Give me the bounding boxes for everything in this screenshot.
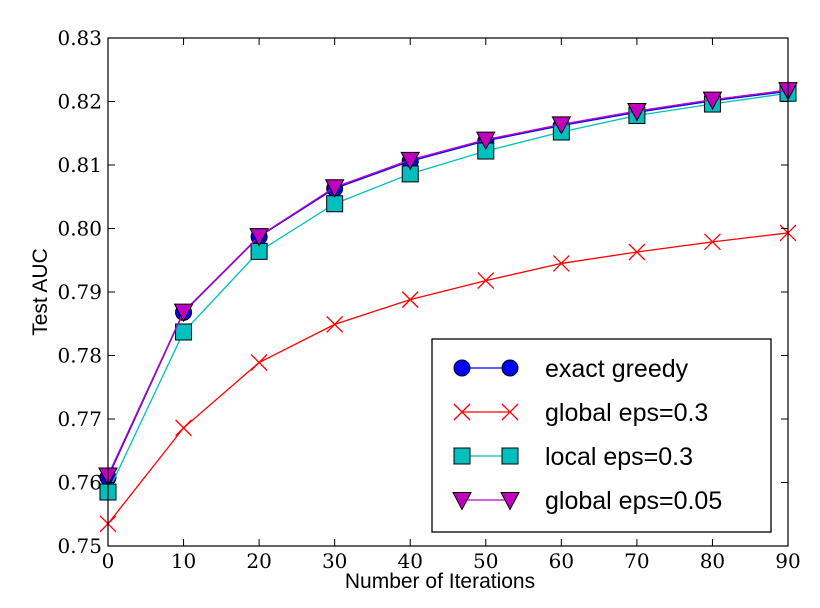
data-point bbox=[551, 116, 572, 135]
y-tick-label: 0.83 bbox=[57, 26, 102, 50]
data-point bbox=[173, 303, 194, 323]
legend-entry-global-eps-0-3: global eps=0.3 bbox=[453, 399, 708, 427]
data-point bbox=[326, 195, 344, 213]
data-point bbox=[401, 291, 419, 309]
data-point bbox=[703, 233, 721, 251]
y-tick-label: 0.78 bbox=[57, 344, 102, 368]
legend: exact greedy global eps=0.3 local eps=0.3 g… bbox=[431, 338, 772, 533]
series-line bbox=[107, 89, 789, 476]
legend-marker-start bbox=[453, 403, 471, 421]
series-global-eps-0-3 bbox=[99, 224, 797, 533]
series-global-eps-0-05 bbox=[98, 82, 798, 487]
y-axis-label: Test AUC bbox=[29, 248, 52, 336]
x-tick-label: 40 bbox=[397, 549, 422, 573]
x-tick-label: 60 bbox=[549, 549, 574, 573]
y-tick-label: 0.79 bbox=[57, 280, 102, 304]
data-point bbox=[552, 254, 570, 272]
x-tick-label: 20 bbox=[246, 549, 271, 573]
legend-marker-start bbox=[453, 447, 471, 465]
legend-entry-global-eps-0-05: global eps=0.05 bbox=[452, 487, 722, 515]
data-point bbox=[627, 103, 647, 122]
legend-marker-start bbox=[452, 492, 472, 511]
data-point bbox=[400, 151, 421, 171]
y-tick-label: 0.81 bbox=[57, 153, 102, 177]
y-tick-label: 0.75 bbox=[57, 534, 102, 558]
data-point bbox=[175, 323, 193, 341]
data-point bbox=[477, 272, 495, 290]
x-tick-label: 90 bbox=[775, 549, 800, 573]
data-point bbox=[175, 419, 193, 437]
legend-label: global eps=0.3 bbox=[545, 399, 708, 427]
legend-marker-start bbox=[453, 359, 471, 377]
series-line bbox=[107, 92, 789, 493]
series-line bbox=[107, 232, 789, 525]
y-tick-label: 0.80 bbox=[57, 217, 102, 241]
legend-marker-end bbox=[501, 403, 519, 421]
x-tick-label: 70 bbox=[624, 549, 649, 573]
x-tick-label: 10 bbox=[171, 549, 196, 573]
y-tick-label: 0.77 bbox=[57, 407, 102, 431]
data-point bbox=[628, 243, 646, 261]
x-tick-label: 0 bbox=[102, 549, 115, 573]
y-tick-label: 0.76 bbox=[57, 471, 102, 495]
plot-area-frame bbox=[107, 37, 789, 547]
data-point bbox=[326, 315, 344, 333]
legend-label: local eps=0.3 bbox=[545, 443, 693, 471]
data-point bbox=[324, 179, 345, 198]
x-tick-label: 30 bbox=[322, 549, 347, 573]
x-tick-label: 50 bbox=[473, 549, 498, 573]
legend-marker-end bbox=[500, 492, 520, 511]
legend-label: global eps=0.05 bbox=[545, 487, 722, 515]
tick-layer: 0 10 20 30 40 50 60 70 80 90 0.75 0.76 0.77 0.78 0.79 0… bbox=[57, 26, 800, 573]
y-tick-label: 0.82 bbox=[57, 90, 102, 114]
data-point bbox=[250, 354, 268, 371]
x-tick-label: 80 bbox=[700, 549, 725, 573]
legend-entry-exact-greedy: exact greedy bbox=[453, 355, 689, 383]
data-point bbox=[702, 91, 723, 111]
legend-entry-local-eps-0-3: local eps=0.3 bbox=[453, 443, 693, 471]
legend-marker-end bbox=[501, 447, 519, 465]
x-axis-label: Number of Iterations bbox=[345, 570, 535, 593]
data-point bbox=[475, 131, 496, 151]
legend-marker-end bbox=[501, 359, 519, 377]
data-point bbox=[249, 228, 269, 247]
series-layer bbox=[98, 82, 798, 533]
legend-label: exact greedy bbox=[545, 355, 689, 383]
